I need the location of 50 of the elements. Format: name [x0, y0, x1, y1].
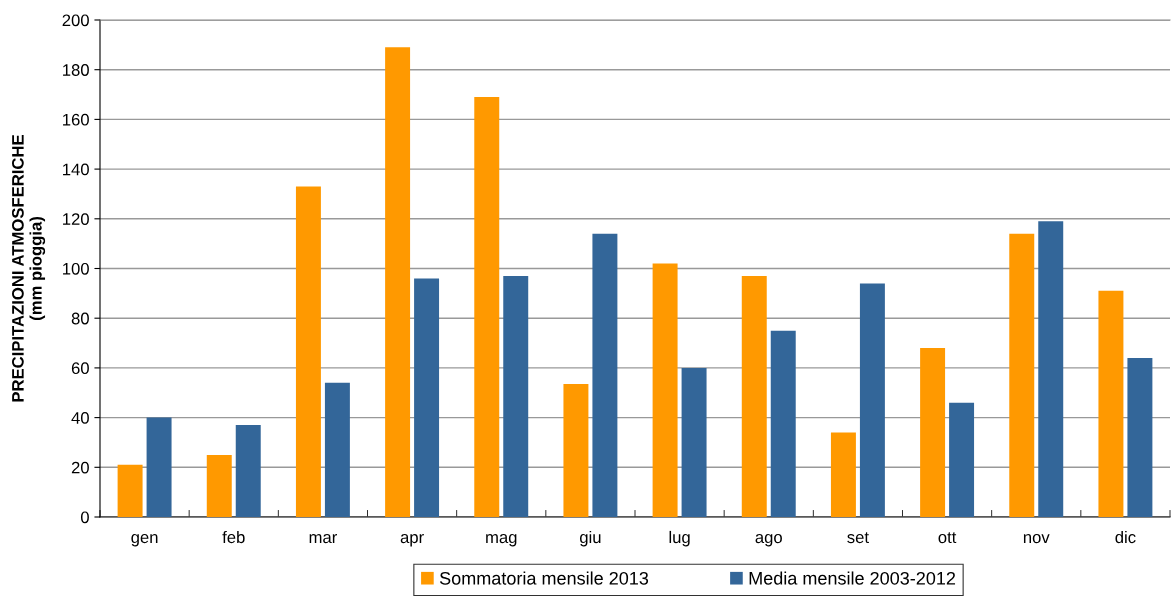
- x-tick-label: lug: [669, 530, 690, 547]
- x-tick-label: feb: [222, 530, 245, 544]
- legend-label: Media mensile 2003-2012: [749, 571, 956, 585]
- x-tick-label: dic: [1115, 530, 1136, 544]
- bar: [1038, 221, 1064, 517]
- y-tick-label: 100: [63, 262, 89, 275]
- bar: [206, 454, 232, 517]
- bar: [235, 425, 261, 517]
- y-tick-label: 160: [63, 113, 89, 126]
- bar: [414, 278, 440, 517]
- y-tick-label: 20: [71, 461, 89, 474]
- bar: [146, 417, 172, 517]
- bar: [503, 275, 529, 517]
- y-tick-label: 80: [71, 312, 89, 325]
- x-tick-label: mag: [486, 534, 517, 547]
- bar: [652, 263, 678, 517]
- y-tick-label: 60: [71, 362, 89, 375]
- bar: [681, 367, 707, 517]
- bar: [859, 283, 885, 517]
- bar: [295, 186, 321, 517]
- bar: [949, 402, 975, 517]
- x-tick-label: mar: [309, 534, 337, 544]
- x-tick-label: giu: [580, 530, 601, 547]
- bar: [592, 233, 618, 517]
- bar: [117, 464, 143, 517]
- x-tick-label: gen: [131, 534, 158, 547]
- bar: [741, 275, 767, 517]
- x-tick-label: apr: [400, 534, 424, 547]
- bar: [385, 47, 411, 517]
- y-axis-title: PRECIPITAZIONI ATMOSFERICHE (mm pioggia): [11, 135, 46, 402]
- x-tick-label: ott: [938, 532, 957, 544]
- y-tick-label: 140: [63, 163, 89, 176]
- legend-label: Sommatoria mensile 2013: [439, 571, 649, 585]
- bar: [770, 330, 796, 517]
- bar: [474, 97, 500, 517]
- y-tick-label: 180: [63, 64, 89, 76]
- bar: [1009, 233, 1035, 517]
- bar: [563, 384, 589, 517]
- x-tick-label: nov: [1023, 534, 1050, 544]
- y-tick-label: 40: [71, 412, 89, 424]
- y-tick-label: 120: [63, 213, 89, 225]
- y-tick-label: 200: [62, 14, 89, 27]
- bar: [1127, 357, 1153, 517]
- bar: [830, 432, 856, 517]
- bar: [1098, 290, 1124, 517]
- x-tick-label: set: [847, 532, 869, 544]
- y-tick-label: 0: [80, 511, 89, 524]
- bar: [920, 348, 946, 517]
- bar: [324, 382, 350, 517]
- x-tick-label: ago: [755, 534, 782, 547]
